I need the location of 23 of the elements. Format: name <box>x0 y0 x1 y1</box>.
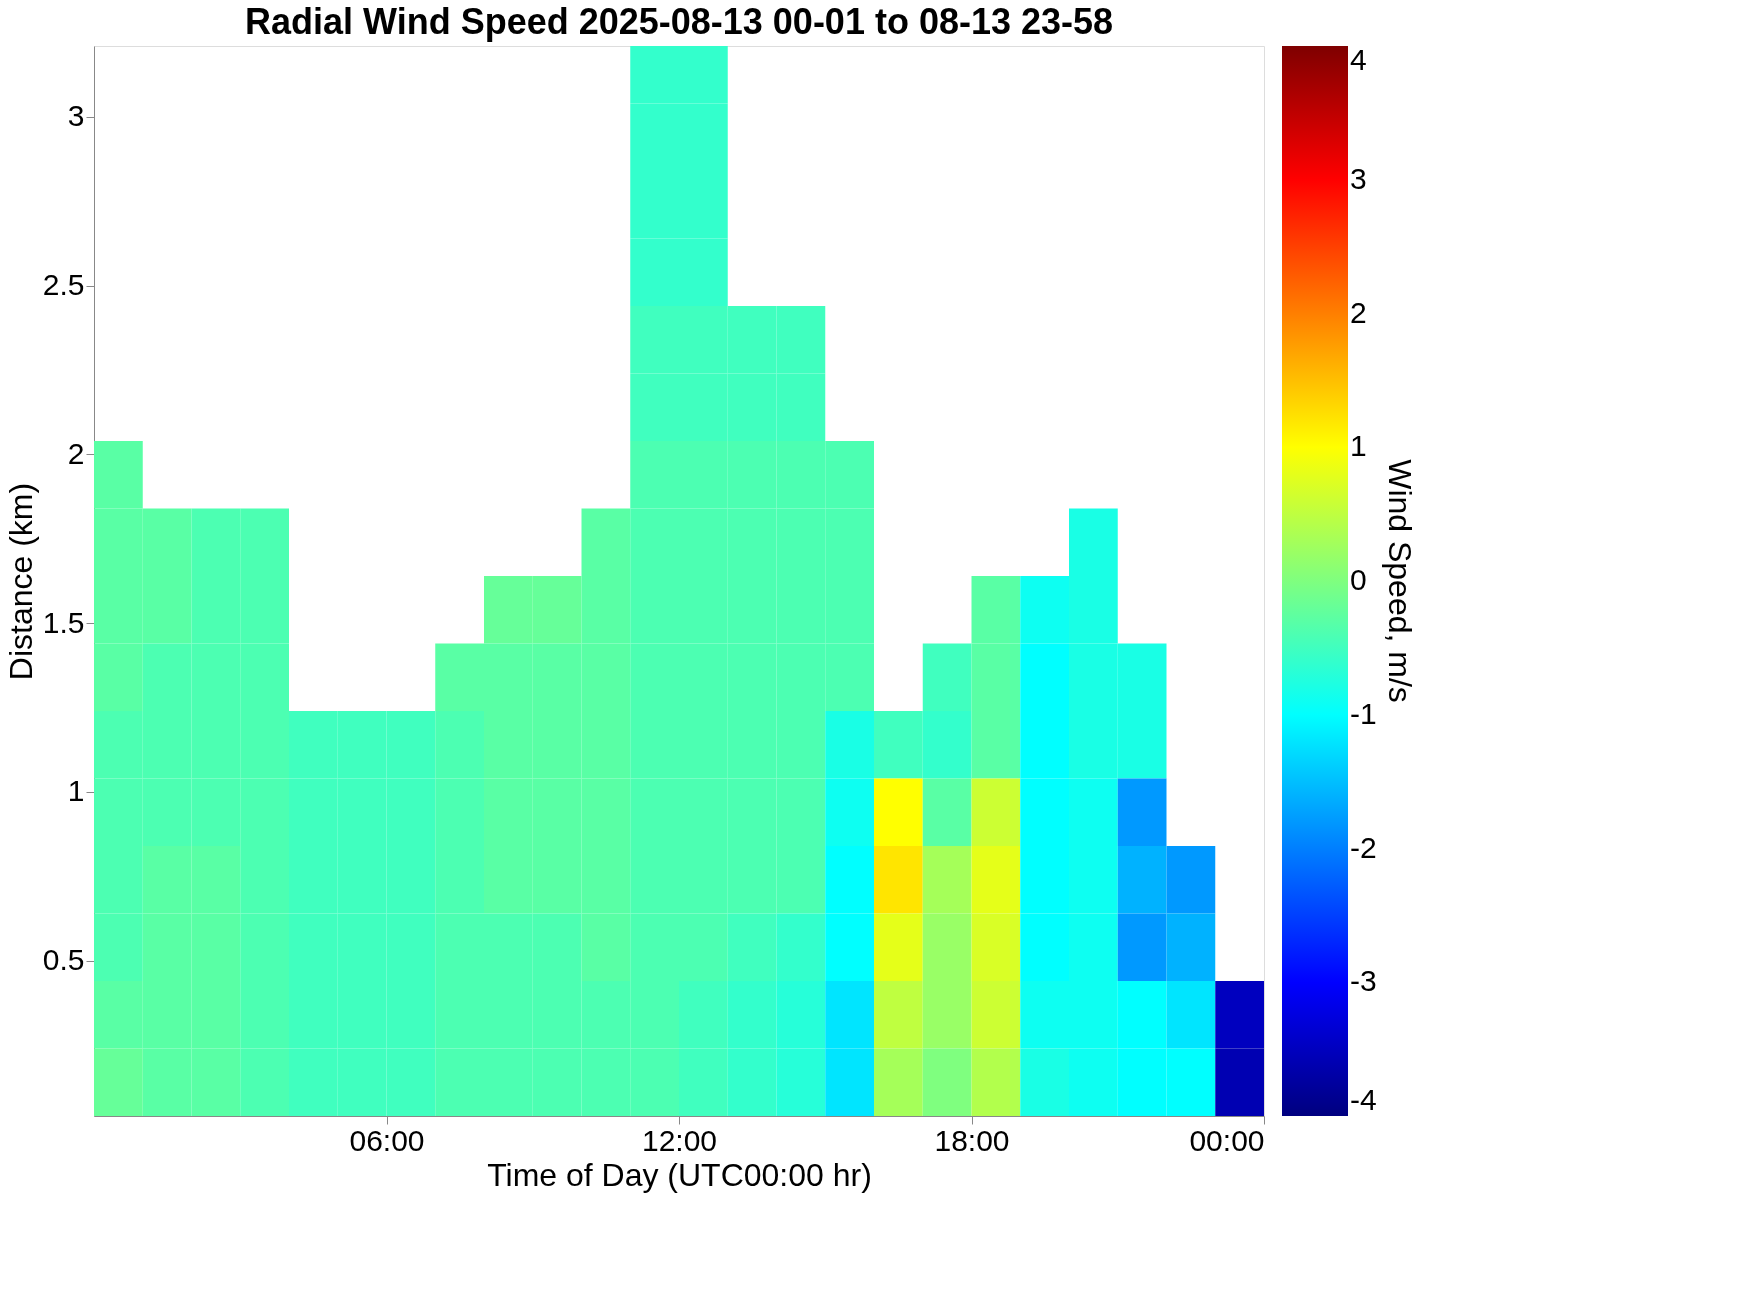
y-tick-label: 2.5 <box>42 268 85 302</box>
x-tick-label: 18:00 <box>934 1123 1010 1157</box>
x-tick-label: 06:00 <box>349 1123 425 1157</box>
color-bar-title: Wind Speed, m/s <box>1382 459 1418 703</box>
x-tick-label: 12:00 <box>641 1123 718 1157</box>
color-bar-label: 1 <box>1350 429 1367 463</box>
y-tick-label: 2 <box>67 436 85 470</box>
x-tick-label: 00:00 <box>1189 1123 1265 1157</box>
chart-title: Radial Wind Speed 2025-08-13 00-01 to 08-13 23-58 <box>244 1 1114 42</box>
color-bar-label: -1 <box>1350 696 1377 730</box>
color-bar-label: 2 <box>1350 295 1367 329</box>
y-tick-label: 1 <box>67 774 85 808</box>
y-tick-label: 1.5 <box>42 605 85 639</box>
color-bar-label: -2 <box>1350 830 1377 864</box>
color-bar-label: 4 <box>1350 43 1367 76</box>
color-bar-label: 3 <box>1350 161 1367 195</box>
color-bar-label: -3 <box>1350 964 1377 998</box>
y-axis-title: Distance (km) <box>2 482 39 681</box>
y-tick-label: 0.5 <box>42 943 85 977</box>
color-bar-label: 0 <box>1350 563 1367 596</box>
y-tick-label: 3 <box>67 99 85 133</box>
color-bar-label: -4 <box>1350 1083 1377 1116</box>
x-axis-title: Time of Day (UTC00:00 hr) <box>487 1156 872 1193</box>
